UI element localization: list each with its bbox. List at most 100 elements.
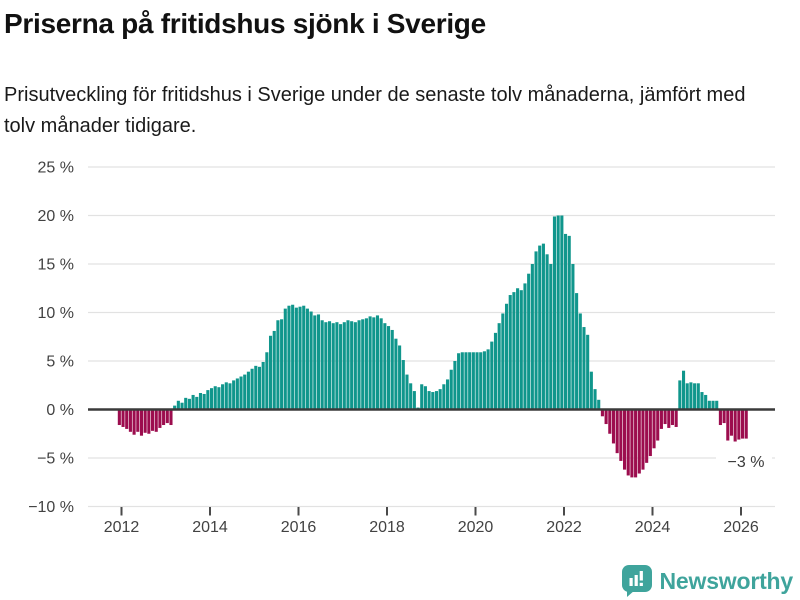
bar <box>718 409 722 426</box>
bar <box>390 329 394 410</box>
bar <box>575 293 579 410</box>
bar <box>519 290 523 410</box>
bar <box>468 352 472 410</box>
bar <box>198 393 203 410</box>
bar <box>530 264 534 410</box>
bar <box>586 334 590 410</box>
bar <box>187 398 191 410</box>
bar <box>169 409 173 426</box>
bar <box>460 352 464 410</box>
bar <box>162 409 166 426</box>
bar <box>375 315 380 410</box>
bar <box>457 353 461 410</box>
bar <box>645 409 649 463</box>
bar <box>681 370 686 410</box>
y-tick-label: 10 % <box>38 305 74 322</box>
bar <box>582 327 586 410</box>
bar <box>597 399 601 410</box>
bar <box>327 321 332 410</box>
bar <box>232 380 236 410</box>
bar <box>729 409 734 436</box>
bar <box>438 389 442 410</box>
bar <box>291 304 295 410</box>
bar <box>394 338 398 410</box>
bar <box>733 409 737 442</box>
y-axis-labels: 25 % 20 % 15 % 10 % 5 % 0 % −5 % −10 % <box>28 160 74 517</box>
bar <box>652 409 656 449</box>
x-tick-label: 2016 <box>281 519 317 536</box>
bar <box>423 386 427 410</box>
bar <box>176 400 180 410</box>
bar <box>696 383 700 410</box>
x-tick-label: 2024 <box>635 519 671 536</box>
bar <box>346 320 350 410</box>
bar <box>667 409 671 428</box>
bar <box>626 409 630 476</box>
bar <box>600 409 604 417</box>
bar <box>361 319 365 410</box>
bar <box>486 349 490 410</box>
bar <box>254 365 258 410</box>
bar <box>316 314 321 410</box>
bar <box>217 387 221 410</box>
bar <box>711 400 715 410</box>
bars <box>117 215 748 478</box>
bar <box>704 394 708 410</box>
bar <box>475 352 479 410</box>
bar <box>206 390 210 410</box>
newsworthy-logo: Newsworthy <box>621 565 794 597</box>
bar <box>516 288 520 410</box>
bar <box>243 374 247 410</box>
bar <box>685 383 689 410</box>
bar <box>622 409 627 470</box>
bar <box>221 384 225 410</box>
bar <box>722 409 726 424</box>
bar <box>412 391 416 410</box>
bar <box>482 351 486 410</box>
brand-name: Newsworthy <box>659 567 794 594</box>
bar <box>449 369 453 410</box>
bar <box>560 215 564 410</box>
bar <box>619 409 623 461</box>
bar <box>538 245 542 410</box>
bar <box>339 324 343 410</box>
bar <box>331 323 335 410</box>
bar <box>398 345 402 410</box>
bar <box>265 352 269 410</box>
bar <box>173 405 177 410</box>
x-tick-label: 2018 <box>369 519 405 536</box>
bar <box>504 303 509 410</box>
chart-title: Priserna på fritidshus sjönk i Sverige <box>4 8 486 39</box>
bar <box>368 316 372 410</box>
bar <box>427 391 431 410</box>
bar <box>320 320 324 410</box>
bar <box>604 409 608 425</box>
bar <box>497 323 501 410</box>
bar <box>656 409 660 441</box>
y-tick-label: 25 % <box>38 160 74 177</box>
bar <box>744 409 748 439</box>
bar <box>298 306 302 410</box>
bar <box>379 318 383 410</box>
bar <box>501 313 505 410</box>
bar <box>659 409 663 429</box>
bar <box>305 308 309 410</box>
bar <box>383 323 387 410</box>
bar <box>202 393 206 410</box>
bar <box>342 322 346 410</box>
y-tick-label: 0 % <box>46 402 74 419</box>
bar <box>147 409 151 434</box>
bar <box>589 371 593 410</box>
bar <box>453 361 457 410</box>
bar <box>313 315 317 410</box>
bar <box>386 326 391 410</box>
bar <box>250 368 254 410</box>
bar <box>213 386 217 410</box>
bar <box>261 361 265 410</box>
bar <box>641 409 645 470</box>
x-tick-label: 2022 <box>546 519 582 536</box>
bar <box>165 409 169 424</box>
bar <box>209 388 214 410</box>
bar <box>567 235 571 410</box>
